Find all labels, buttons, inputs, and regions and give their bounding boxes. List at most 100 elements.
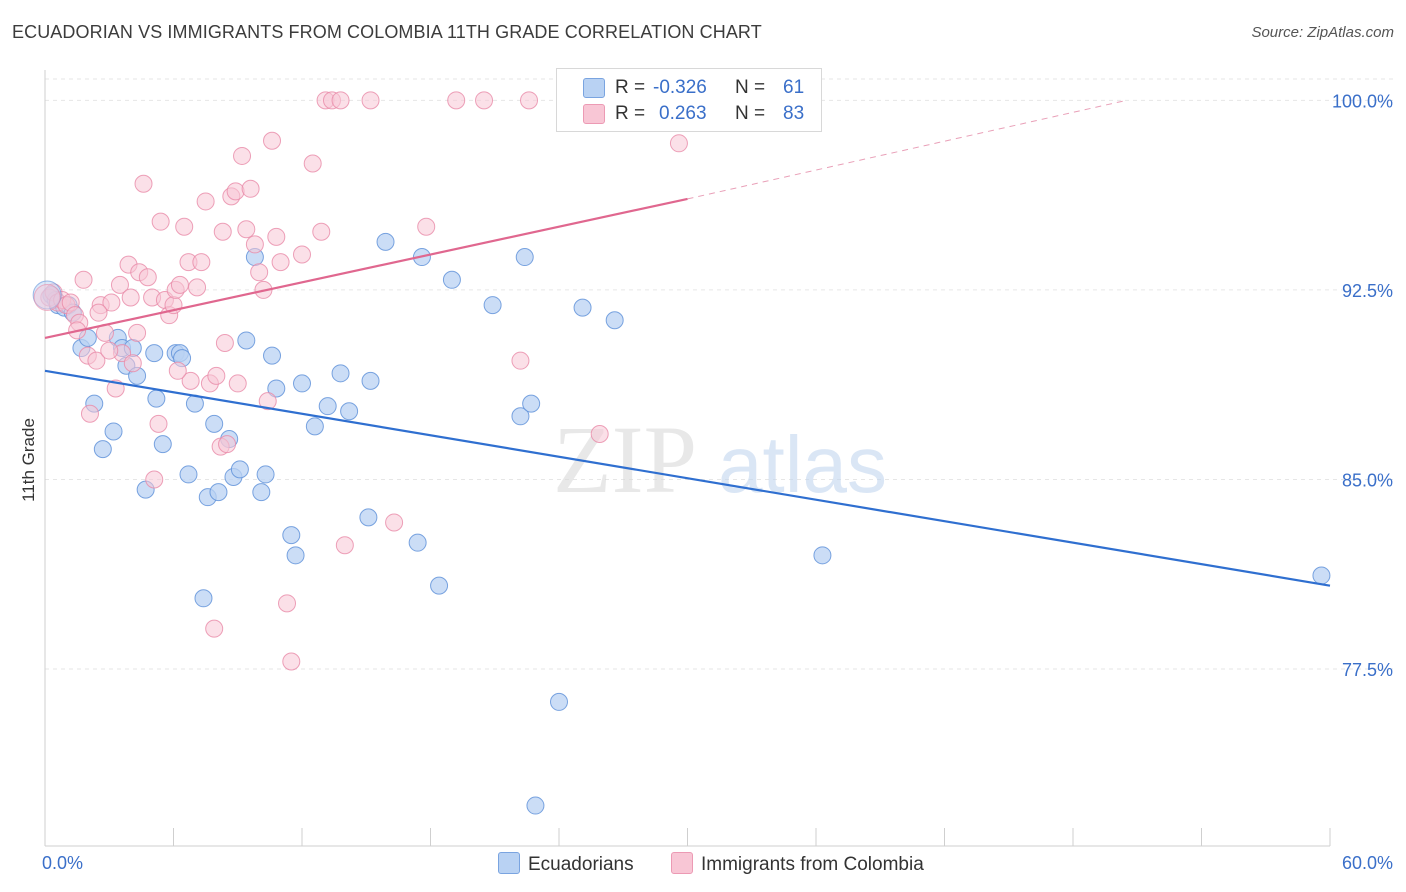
point-colombia-cluster [33, 283, 61, 311]
point-colombia [175, 217, 194, 236]
point-colombia [207, 366, 226, 385]
point-colombia [303, 154, 322, 173]
stats-n-value: 83 [783, 103, 805, 124]
point-colombia [669, 134, 688, 153]
point-colombia [417, 217, 436, 236]
source-label: Source: ZipAtlas.com [1251, 24, 1394, 41]
y-tick-labels: 77.5% 85.0% 92.5% 100.0% [1332, 91, 1393, 680]
y-tick-label: 77.5% [1342, 660, 1393, 680]
legend-swatch-ecuadorians [498, 852, 520, 874]
point-colombia [226, 182, 245, 201]
stats-swatch-colombia [583, 104, 605, 124]
point-ecuadorians [361, 371, 380, 390]
y-tick-label: 85.0% [1342, 470, 1393, 490]
legend-label-ecuadorians: Ecuadorians [528, 854, 634, 875]
trend-line-colombia-extension [687, 99, 1127, 200]
point-ecuadorians [205, 414, 224, 433]
chart-title: ECUADORIAN VS IMMIGRANTS FROM COLOMBIA 1… [12, 22, 762, 42]
point-colombia [110, 275, 129, 294]
point-colombia [267, 227, 286, 246]
point-colombia [241, 179, 260, 198]
point-colombia [192, 253, 211, 272]
point-colombia [218, 435, 237, 454]
legend-item-colombia: Immigrants from Colombia [671, 852, 924, 876]
stats-r-value: -0.326 [653, 77, 707, 98]
stats-legend: R = -0.326 N = 61 R = 0.263 N = 83 [556, 68, 822, 132]
point-colombia [385, 513, 404, 532]
point-colombia [145, 470, 164, 489]
point-colombia [331, 91, 350, 110]
point-ecuadorians [376, 232, 395, 251]
point-colombia [80, 404, 99, 423]
stats-row-colombia: R = 0.263 N = 83 [557, 101, 821, 127]
point-ecuadorians [340, 402, 359, 421]
point-colombia [361, 91, 380, 110]
point-colombia [196, 192, 215, 211]
trend-lines [44, 99, 1331, 587]
stats-r-value: 0.263 [659, 103, 707, 124]
trend-line-ecuadorians [44, 369, 1331, 587]
point-colombia [149, 414, 168, 433]
stats-n-value: 61 [783, 77, 805, 98]
trend-line-colombia [44, 197, 688, 340]
point-ecuadorians [145, 344, 164, 363]
point-colombia [151, 212, 170, 231]
point-ecuadorians [147, 389, 166, 408]
point-colombia [263, 131, 282, 150]
point-colombia [312, 222, 331, 241]
point-colombia [138, 268, 157, 287]
point-ecuadorians [263, 346, 282, 365]
point-ecuadorians [511, 407, 530, 426]
point-ecuadorians [430, 576, 449, 595]
point-colombia [590, 424, 609, 443]
point-ecuadorians [104, 422, 123, 441]
x-tick-labels: 0.0% 60.0% [42, 853, 1393, 873]
point-colombia [188, 278, 207, 297]
point-colombia [475, 91, 494, 110]
axes [44, 70, 1331, 847]
point-ecuadorians [179, 465, 198, 484]
point-colombia [271, 253, 290, 272]
x-tick-label: 60.0% [1342, 853, 1393, 873]
point-ecuadorians [318, 397, 337, 416]
point-colombia [205, 619, 224, 638]
point-colombia [250, 263, 269, 282]
point-colombia [121, 288, 140, 307]
point-colombia [237, 220, 256, 239]
point-ecuadorians-cluster [32, 280, 62, 310]
point-ecuadorians [483, 296, 502, 315]
point-ecuadorians [93, 440, 112, 459]
data-points [32, 91, 1331, 815]
point-colombia [282, 652, 301, 671]
y-tick-label: 92.5% [1342, 281, 1393, 301]
point-colombia [213, 222, 232, 241]
point-colombia [447, 91, 466, 110]
y-axis-label: 11th Grade [19, 418, 38, 502]
stats-swatch-ecuadorians [583, 78, 605, 98]
point-ecuadorians [305, 417, 324, 436]
point-ecuadorians [526, 796, 545, 815]
point-ecuadorians [605, 311, 624, 330]
y-tick-label: 100.0% [1332, 91, 1393, 111]
point-ecuadorians [331, 364, 350, 383]
stats-r-label: R = [615, 103, 646, 124]
point-ecuadorians [1312, 566, 1331, 585]
watermark-atlas: atlas [718, 420, 887, 509]
legend-swatch-colombia [671, 852, 693, 874]
x-tick-label: 0.0% [42, 853, 83, 873]
point-ecuadorians [256, 465, 275, 484]
point-ecuadorians [209, 483, 228, 502]
point-colombia [128, 323, 147, 342]
point-colombia [102, 293, 121, 312]
point-colombia [123, 354, 142, 373]
point-ecuadorians [230, 460, 249, 479]
point-ecuadorians [550, 692, 568, 711]
point-colombia [335, 536, 354, 555]
point-ecuadorians [813, 546, 832, 565]
point-colombia [134, 174, 153, 193]
point-colombia [168, 361, 187, 380]
point-ecuadorians [282, 526, 301, 545]
watermark: ZIP atlas [553, 406, 887, 513]
point-ecuadorians [442, 270, 461, 289]
point-ecuadorians [515, 248, 534, 267]
